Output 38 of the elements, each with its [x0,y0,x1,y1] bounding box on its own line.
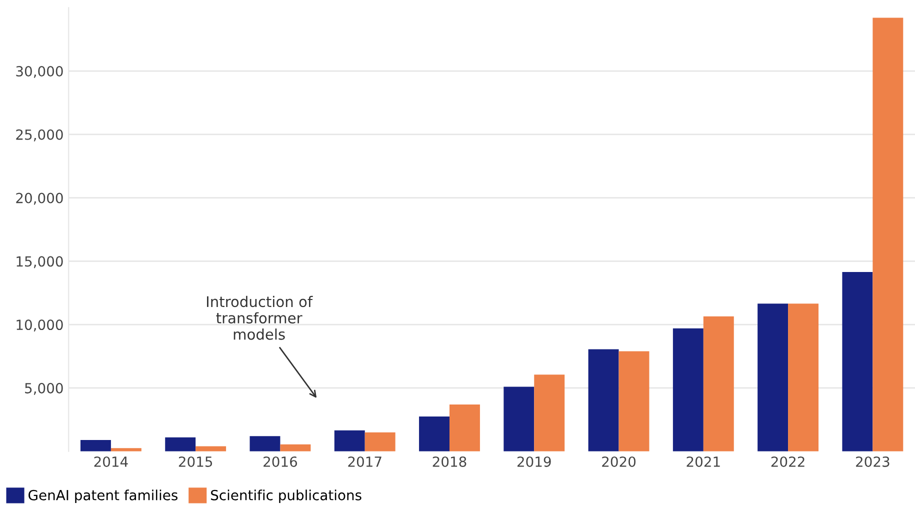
bar [672,328,704,452]
bar [280,444,311,452]
bar [618,351,650,452]
bar [165,437,196,452]
bar [419,416,450,452]
x-tick-label: 2023 [856,456,890,467]
bar [588,349,619,452]
bar [364,432,396,452]
bar [872,18,904,452]
bar [250,436,280,452]
y-tick-label: 15,000 [16,256,63,268]
x-tick-label: 2014 [94,456,128,467]
legend-label: Scientific publications [211,490,362,504]
bar [788,304,819,452]
y-tick-label: 10,000 [16,320,63,332]
bar [449,404,480,452]
y-tick-label: 30,000 [16,66,63,78]
annotation: Introduction of transformer models [206,296,313,340]
x-tick-label: 2020 [602,456,636,467]
bar [504,386,534,452]
x-tick-label: 2018 [432,456,466,467]
bar [110,448,142,452]
x-tick-label: 2017 [348,456,382,467]
bar [758,304,788,452]
y-tick-label: 20,000 [16,192,63,205]
y-tick-label: 5,000 [25,382,63,395]
x-tick-label: 2016 [264,456,298,467]
x-tick-label: 2022 [771,456,804,467]
x-tick-label: 2021 [686,456,720,467]
x-tick-label: 2019 [517,456,551,467]
x-tick-label: 2015 [178,456,212,467]
bar [534,374,565,452]
bar [334,430,365,452]
y-tick-label: 25,000 [16,129,63,142]
bar [703,316,734,452]
legend-label: GenAI patent families [28,490,178,504]
bar [842,272,873,452]
bar [80,440,111,452]
